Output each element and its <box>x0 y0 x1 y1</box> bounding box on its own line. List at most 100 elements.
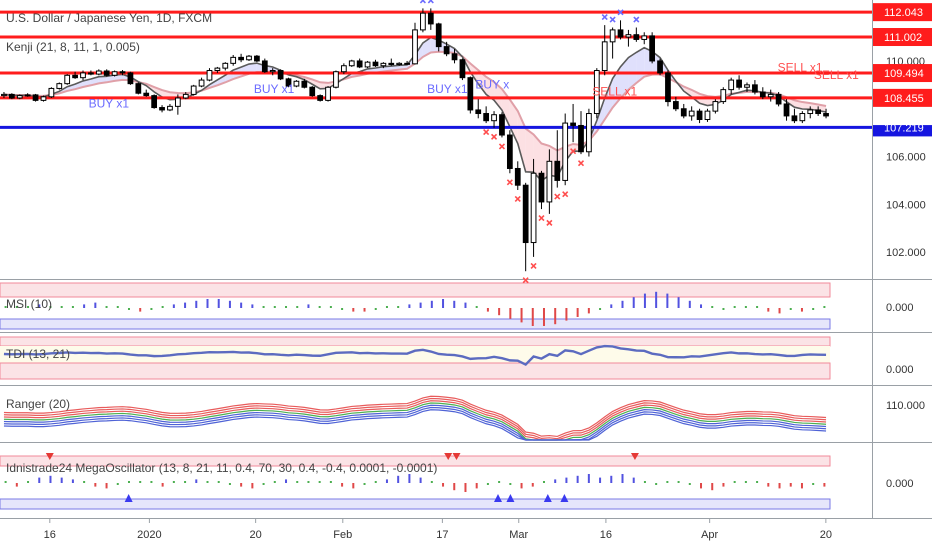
candle-body <box>720 89 727 103</box>
msi-bar <box>341 308 344 310</box>
mega-bar <box>464 483 467 492</box>
candle-body <box>570 122 576 126</box>
candlesticks <box>1 8 829 272</box>
x-marker <box>538 215 545 222</box>
mega-bar <box>610 475 613 483</box>
mega-bar <box>184 481 187 483</box>
msi-bar <box>4 306 7 308</box>
msi-bar <box>453 300 456 308</box>
msi-pane <box>0 282 831 330</box>
candle-body <box>696 110 703 120</box>
mega-bar <box>599 477 602 483</box>
msi-bar <box>228 300 231 308</box>
msi-bar <box>509 308 512 319</box>
mega-bar <box>509 483 512 485</box>
mega-bar <box>397 475 400 483</box>
candle-body <box>293 80 300 87</box>
mega-bar <box>329 481 332 483</box>
ranger-pane <box>3 395 827 441</box>
candle-body <box>491 114 497 122</box>
ranger-band-line <box>3 397 827 440</box>
cloud-segment <box>628 52 637 90</box>
msi-bar <box>60 306 63 308</box>
x-marker <box>577 160 585 167</box>
mega-bar <box>49 475 52 483</box>
msi-bar <box>419 302 422 308</box>
msi-bar <box>587 308 590 314</box>
mega-bar <box>576 475 579 483</box>
price-level-value: 109.494 <box>884 68 924 80</box>
x-marker <box>514 195 521 203</box>
candle-body <box>356 60 363 68</box>
candle-body <box>24 94 31 97</box>
candle-body <box>333 71 339 88</box>
msi-bar <box>251 304 254 308</box>
time-tick-label: 2020 <box>137 529 161 541</box>
cloud-segment <box>486 76 495 101</box>
candle-body <box>230 56 237 64</box>
price-level-value: 107.693 <box>884 111 924 123</box>
mega-bar <box>632 477 635 483</box>
indicator-axis-value: 110.000 <box>886 400 925 412</box>
price-level-tag: 107.693 <box>873 107 932 126</box>
x-marker <box>546 219 553 226</box>
time-tick-label: Feb <box>333 529 352 541</box>
msi-bar <box>307 304 310 308</box>
msi-bar <box>722 308 725 310</box>
price-level-value: 111.002 <box>884 32 922 44</box>
candle-body <box>309 86 316 97</box>
mega-bar <box>756 481 759 483</box>
candle-body <box>372 61 379 67</box>
candle-body <box>601 41 608 72</box>
candle-body <box>657 60 663 74</box>
candle-body <box>420 12 426 31</box>
mega-bar <box>296 481 299 483</box>
candle-body <box>198 79 205 87</box>
mega-bar <box>27 481 30 483</box>
candle-body <box>451 53 458 61</box>
candle-body <box>174 97 181 107</box>
x-marker <box>633 16 640 23</box>
candle-body <box>285 78 292 87</box>
up-arrow <box>494 494 502 502</box>
candle-body <box>475 109 482 115</box>
msi-bar <box>15 306 18 308</box>
msi-bar <box>385 306 388 308</box>
candle-body <box>752 84 758 93</box>
mega-bar <box>778 483 781 489</box>
candle-body <box>783 103 790 117</box>
x-marker <box>483 129 490 136</box>
candle-body <box>649 35 656 62</box>
mega-bar <box>172 481 175 483</box>
msi-bar <box>475 306 478 308</box>
mega-bar <box>643 481 646 483</box>
candle-body <box>127 72 134 85</box>
mega-bar <box>700 483 703 489</box>
candle-body <box>554 160 561 181</box>
msi-bar <box>565 308 568 321</box>
msi-bar <box>329 306 332 308</box>
candle-body <box>182 93 189 99</box>
time-tick-label: 17 <box>436 529 448 541</box>
price-level-tag: 108.455 <box>873 88 932 107</box>
mega-bar <box>688 483 691 485</box>
time-axis-ticks: 16 2020 20 Feb 17 Mar 16 Apr 20 <box>44 518 832 541</box>
msi-bar <box>677 297 680 308</box>
msi-bar <box>688 300 691 308</box>
signal-label: SELL x1 <box>778 61 823 75</box>
msi-bar <box>217 299 220 308</box>
candle-body <box>159 107 165 111</box>
candle-body <box>799 113 806 122</box>
mega-bar <box>666 481 669 483</box>
indicator-axis-value: 0.000 <box>886 302 914 314</box>
msi-bar <box>352 308 355 312</box>
msi-bar <box>655 291 658 308</box>
msi-bar <box>116 306 119 308</box>
price-level-tag: 109.494 <box>873 64 932 83</box>
msi-bar <box>161 306 164 308</box>
price-level-value: 108.455 <box>884 93 924 105</box>
mega-bar <box>4 481 7 483</box>
candle-body <box>8 93 15 99</box>
msi-bar <box>240 302 243 308</box>
